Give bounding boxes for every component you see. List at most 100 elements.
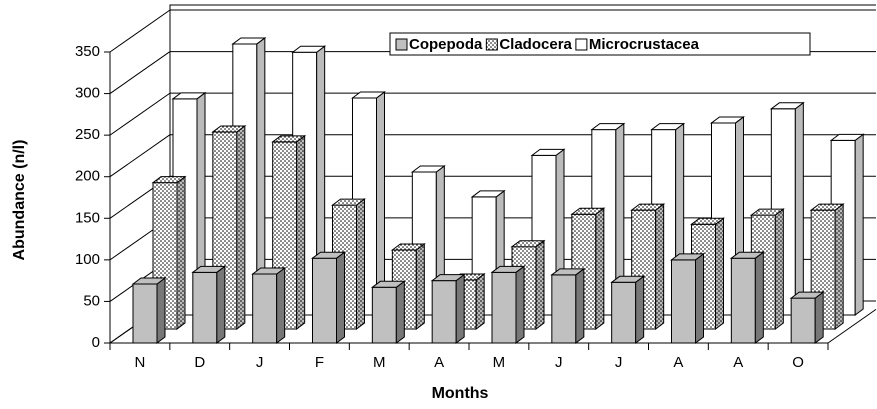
- y-tick-label: 200: [75, 168, 100, 185]
- bar-side: [276, 266, 286, 344]
- bar-side: [515, 265, 525, 344]
- legend: Copepoda Cladocera Microcrustacea: [389, 32, 811, 56]
- bar-top: [311, 251, 346, 259]
- bar: [789, 291, 825, 344]
- bar-top: [490, 265, 526, 273]
- bar-top: [630, 203, 666, 211]
- bar-side: [415, 243, 425, 330]
- bar-side: [475, 272, 485, 330]
- bar-top: [390, 243, 426, 251]
- bar: [311, 251, 346, 344]
- grid-line: [109, 9, 171, 53]
- y-tick-label: 250: [75, 126, 100, 143]
- bar-side: [794, 101, 804, 316]
- bar-front: [730, 257, 756, 344]
- x-tick-label: N: [134, 354, 145, 371]
- bar-top: [530, 148, 566, 156]
- bar-top: [650, 123, 686, 131]
- grid-line: [109, 92, 171, 136]
- bar-top: [570, 207, 606, 215]
- bar-top: [151, 176, 187, 184]
- y-tick-label: 100: [75, 251, 100, 268]
- bar-side: [635, 275, 645, 344]
- bar-top: [590, 123, 626, 131]
- bar-side: [296, 134, 306, 330]
- bar: [131, 276, 167, 344]
- bar-front: [671, 259, 696, 344]
- bar-front: [132, 283, 158, 344]
- legend-label: Microcrustacea: [589, 36, 700, 53]
- bar-side: [395, 280, 405, 344]
- bar-front: [252, 273, 278, 344]
- bar-top: [749, 208, 785, 216]
- bar-top: [211, 125, 247, 133]
- bar-top: [351, 91, 386, 99]
- bar: [490, 265, 526, 344]
- bar-side: [814, 291, 824, 344]
- y-tick-label: 300: [75, 85, 100, 102]
- y-tick-label: 0: [92, 334, 100, 351]
- x-tick-label: J: [256, 354, 264, 371]
- bar-front: [611, 281, 637, 344]
- bar-top: [690, 217, 725, 225]
- bar-front: [551, 274, 577, 344]
- bar-side: [575, 267, 585, 344]
- bar-top: [291, 45, 327, 53]
- x-tick-label: F: [315, 354, 324, 371]
- x-tick-label: J: [555, 354, 563, 371]
- bar-top: [171, 92, 207, 100]
- legend-swatch: [485, 38, 498, 51]
- y-axis-title: Abundance (n/l): [11, 140, 28, 261]
- bar-top: [370, 280, 406, 288]
- bar-front: [491, 271, 517, 344]
- bar-side: [595, 207, 605, 330]
- bar-side: [336, 251, 345, 344]
- bar-top: [191, 265, 227, 273]
- x-tick-label: M: [373, 354, 386, 371]
- bar-top: [410, 165, 446, 173]
- bar-side: [455, 273, 465, 344]
- x-tick-label: J: [615, 354, 623, 371]
- grid-line: [109, 134, 171, 178]
- x-tick-label: A: [434, 354, 444, 371]
- bar-side: [176, 175, 186, 330]
- bar-top: [769, 102, 805, 110]
- bar: [430, 273, 466, 344]
- bar-top: [470, 190, 506, 198]
- bar-side: [695, 252, 704, 344]
- bar-side: [655, 203, 665, 330]
- legend-label: Cladocera: [499, 36, 572, 53]
- bar-top: [131, 277, 167, 285]
- bar-side: [834, 203, 844, 330]
- y-tick-label: 350: [75, 43, 100, 60]
- bar: [191, 265, 227, 344]
- bar-top: [430, 274, 466, 282]
- x-tick-label: A: [733, 354, 743, 371]
- bar-top: [510, 240, 546, 248]
- bar-front: [192, 271, 218, 344]
- bar-top: [729, 251, 765, 259]
- bar-side: [715, 217, 724, 330]
- bar-front: [312, 257, 337, 344]
- bar-side: [535, 239, 545, 330]
- bar-top: [331, 198, 366, 206]
- bar-side: [754, 251, 764, 344]
- bar-front: [371, 286, 397, 344]
- x-tick-label: D: [194, 354, 205, 371]
- x-tick-label: A: [673, 354, 683, 371]
- bar-top: [829, 133, 865, 141]
- bar-front: [790, 297, 816, 344]
- bar-side: [854, 133, 864, 316]
- x-tick-label: M: [493, 354, 506, 371]
- legend-swatch: [395, 38, 408, 51]
- bar: [370, 280, 406, 344]
- x-tick-label: O: [792, 354, 804, 371]
- bar: [670, 252, 705, 344]
- bar-side: [216, 265, 226, 344]
- bar-top: [670, 253, 705, 261]
- bar: [610, 275, 646, 344]
- bar-top: [271, 135, 307, 143]
- bar-top: [550, 268, 586, 276]
- y-tick-label: 150: [75, 209, 100, 226]
